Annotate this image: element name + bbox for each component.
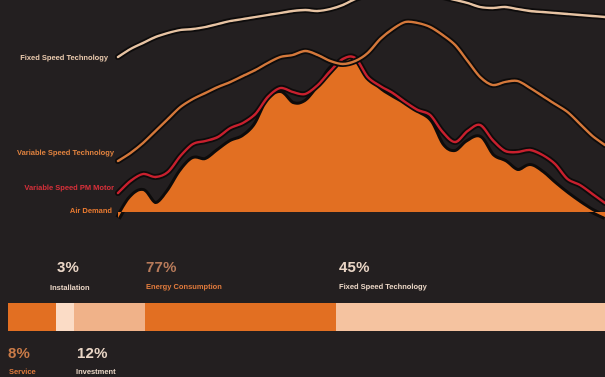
series-label-air-demand: Air Demand xyxy=(69,206,112,215)
air-demand-area xyxy=(118,57,605,219)
pct-investment: 12% xyxy=(77,345,108,362)
label-investment: Investment xyxy=(76,367,116,376)
label-installation: Installation xyxy=(50,283,90,292)
cost-bar xyxy=(8,303,605,331)
series-label-variable-speed: Variable Speed Technology xyxy=(17,148,114,157)
pct-installation: 3% xyxy=(57,259,80,276)
bar-segment-energy-consumption xyxy=(145,303,337,331)
pct-energy-consumption: 77% xyxy=(146,259,177,276)
pct-service: 8% xyxy=(8,345,31,362)
bar-segment-installation xyxy=(55,303,74,331)
bar-segment-investment xyxy=(73,303,146,331)
bar-segment-service xyxy=(8,303,56,331)
series-line-variable-speed-pm-motor xyxy=(116,55,605,205)
label-energy-consumption: Energy Consumption xyxy=(146,282,222,291)
label-service: Service xyxy=(9,367,36,376)
label-fixed-speed: Fixed Speed Technology xyxy=(339,282,427,291)
series-line-fixed-speed-technology xyxy=(116,0,605,59)
pct-fixed-speed: 45% xyxy=(339,259,370,276)
usage-chart xyxy=(115,0,605,220)
bar-segment-fixed-speed-technology xyxy=(336,303,605,331)
series-label-fixed-speed: Fixed Speed Technology xyxy=(20,53,108,62)
series-label-pm-motor: Variable Speed PM Motor xyxy=(24,183,114,192)
series-line-variable-speed-technology xyxy=(116,20,605,163)
